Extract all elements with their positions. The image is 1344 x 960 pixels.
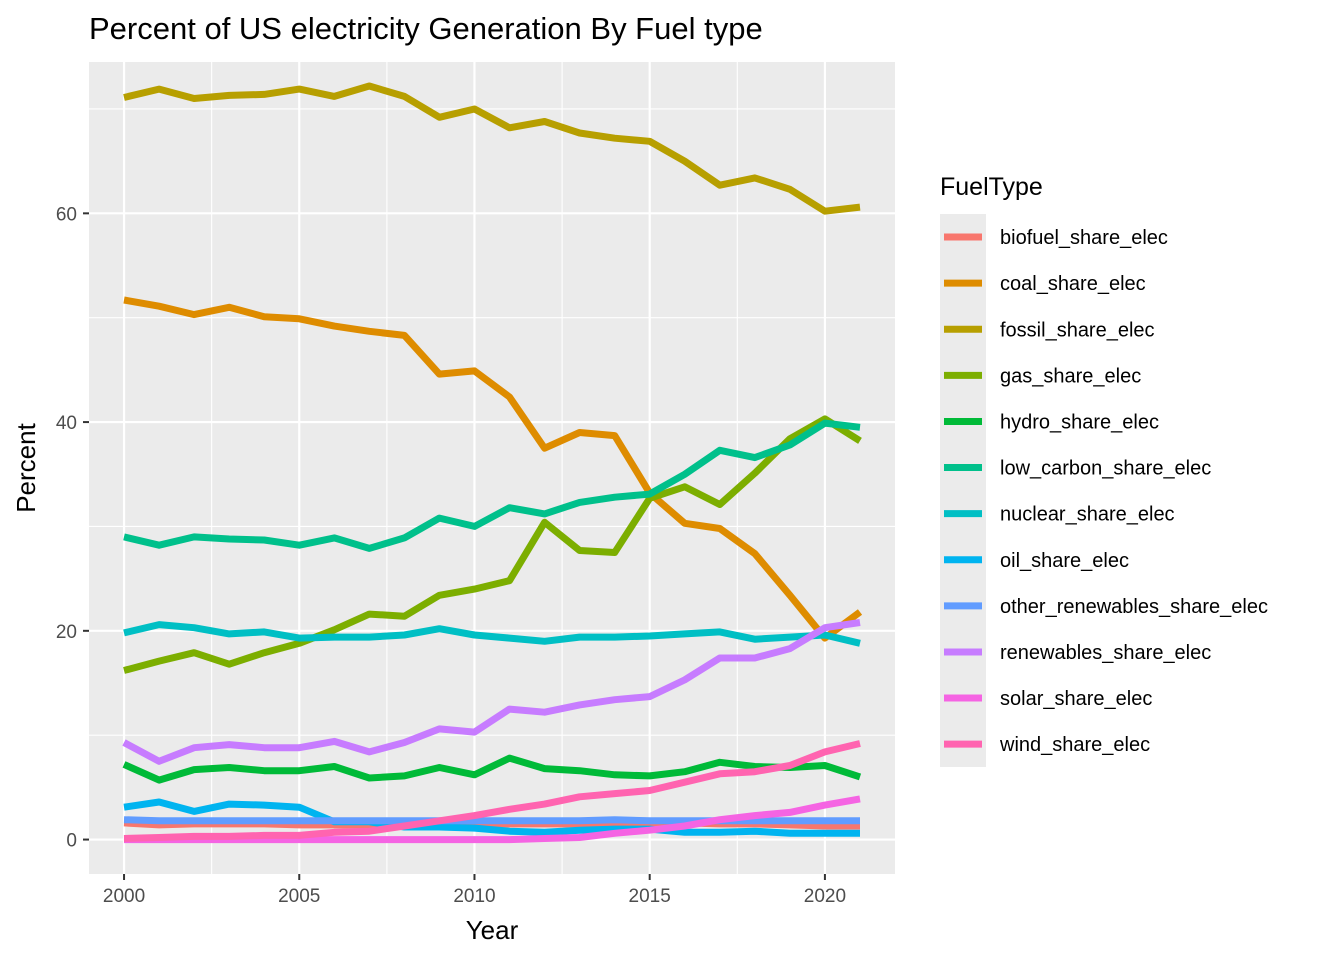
series-line-other-renewables-share-elec (123, 816, 860, 825)
legend-items: biofuel_share_elec coal_share_elec fossil_… (944, 227, 1268, 756)
chart-title: Percent of US electricity Generation By … (89, 11, 763, 46)
legend-label-wind-share-elec: wind_share_elec (999, 734, 1150, 756)
x-tick-label: 2000 (103, 886, 145, 907)
legend-label-hydro-share-elec: hydro_share_elec (1000, 411, 1159, 433)
series-line-oil-share-elec (123, 798, 860, 837)
series-line-gas-share-elec (123, 415, 862, 674)
series-line-fossil-share-elec (123, 82, 861, 215)
x-tick-label: 2015 (629, 886, 671, 907)
x-tick-label: 2005 (278, 886, 320, 907)
legend-title: FuelType (940, 173, 1043, 201)
legend-label-gas-share-elec: gas_share_elec (1000, 365, 1141, 387)
y-tick-label: 20 (56, 622, 77, 643)
legend-label-nuclear-share-elec: nuclear_share_elec (1000, 504, 1175, 526)
legend-label-solar-share-elec: solar_share_elec (1000, 688, 1152, 710)
series-lines (122, 82, 863, 844)
legend-label-oil-share-elec: oil_share_elec (1000, 550, 1129, 572)
x-tick-label: 2020 (804, 886, 846, 907)
legend-label-low-carbon-share-elec: low_carbon_share_elec (1000, 458, 1211, 480)
y-tick-label: 0 (66, 831, 77, 852)
legend-label-fossil-share-elec: fossil_share_elec (1000, 319, 1155, 341)
x-axis: 2000 2005 2010 2015 2020 (103, 874, 846, 907)
series-line-nuclear-share-elec (123, 621, 861, 647)
series-line-hydro-share-elec (122, 754, 862, 784)
y-tick-label: 40 (56, 413, 77, 434)
legend-label-other-renewables-share-elec: other_renewables_share_elec (1000, 596, 1268, 618)
x-axis-title: Year (466, 915, 519, 945)
series-line-wind-share-elec (123, 740, 861, 842)
x-tick-label: 2010 (453, 886, 495, 907)
legend-label-renewables-share-elec: renewables_share_elec (1000, 642, 1211, 664)
series-line-renewables-share-elec (122, 619, 861, 765)
series-line-coal-share-elec (123, 296, 863, 642)
legend-label-biofuel-share-elec: biofuel_share_elec (1000, 227, 1168, 249)
legend-label-coal-share-elec: coal_share_elec (1000, 273, 1146, 295)
series-line-solar-share-elec (124, 795, 861, 844)
legend-key-background (940, 214, 986, 767)
series-line-low-carbon-share-elec (123, 419, 861, 552)
legend: FuelType biofuel_share_elec coal_share_el… (940, 173, 1268, 767)
y-tick-label: 60 (56, 204, 77, 225)
y-axis-title: Percent (11, 422, 41, 512)
minor-gridlines (89, 62, 895, 874)
y-axis: 0 20 40 60 (56, 204, 89, 852)
